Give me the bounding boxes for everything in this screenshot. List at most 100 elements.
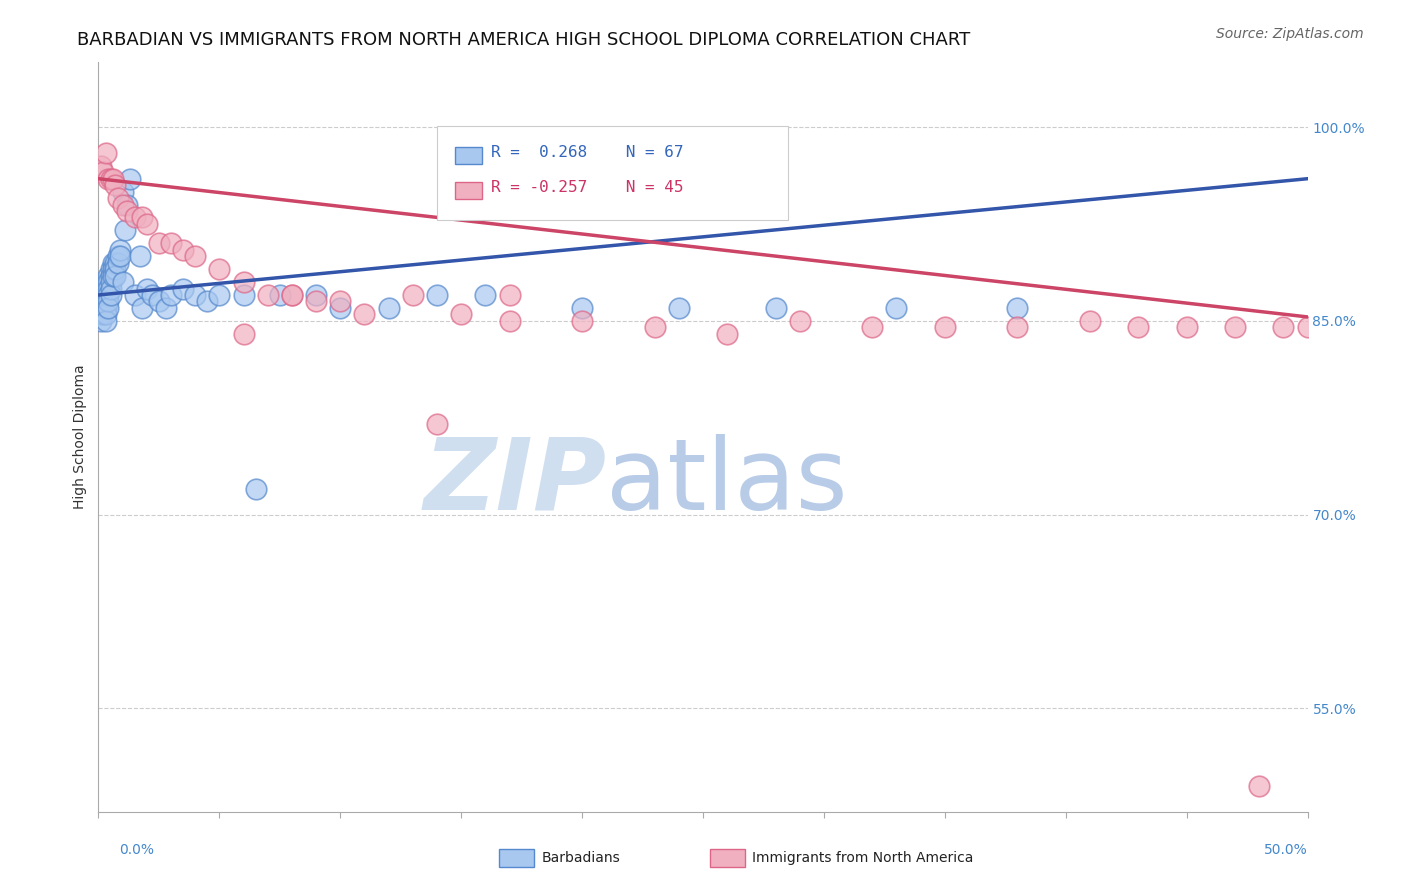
Point [281, 288, 304, 302]
Point [94, 294, 117, 309]
Point [886, 301, 908, 315]
Point [94, 314, 117, 328]
Point [91, 281, 114, 295]
Point [107, 249, 129, 263]
Point [184, 249, 207, 263]
Point [160, 288, 183, 302]
Point [305, 294, 328, 309]
Point [100, 281, 122, 295]
Bar [456, 146, 482, 163]
FancyBboxPatch shape [437, 126, 787, 219]
Point [97, 294, 120, 309]
Point [97, 281, 120, 295]
Point [101, 171, 124, 186]
Text: Source: ZipAtlas.com: Source: ZipAtlas.com [1216, 27, 1364, 41]
Point [100, 262, 122, 277]
Point [135, 217, 157, 231]
Point [426, 417, 449, 432]
Point [1272, 320, 1295, 334]
Point [498, 314, 520, 328]
Point [104, 268, 127, 283]
Point [111, 275, 134, 289]
Point [100, 171, 122, 186]
Point [118, 171, 141, 186]
Y-axis label: High School Diploma: High School Diploma [73, 365, 87, 509]
Text: ZIP: ZIP [423, 434, 606, 531]
Point [208, 288, 231, 302]
Point [789, 314, 811, 328]
Point [94, 145, 117, 160]
Point [131, 301, 153, 315]
Point [195, 294, 218, 309]
Point [97, 301, 120, 315]
Point [353, 307, 375, 321]
Point [860, 320, 883, 334]
Point [94, 281, 117, 295]
Point [571, 314, 593, 328]
Point [97, 171, 120, 186]
Text: R = -0.257    N = 45: R = -0.257 N = 45 [492, 180, 683, 195]
Point [90, 301, 112, 315]
Point [108, 249, 131, 263]
Point [135, 281, 157, 295]
Point [114, 223, 136, 237]
Point [232, 326, 254, 341]
Point [104, 262, 127, 277]
Point [100, 288, 122, 302]
Point [91, 288, 114, 302]
Point [97, 288, 120, 302]
Point [232, 275, 254, 289]
Point [1007, 301, 1029, 315]
Point [1078, 314, 1101, 328]
Point [100, 268, 122, 283]
Text: 50.0%: 50.0% [1264, 843, 1308, 857]
Point [111, 185, 134, 199]
Point [111, 197, 134, 211]
Point [94, 307, 117, 321]
Text: BARBADIAN VS IMMIGRANTS FROM NORTH AMERICA HIGH SCHOOL DIPLOMA CORRELATION CHART: BARBADIAN VS IMMIGRANTS FROM NORTH AMERI… [77, 31, 970, 49]
Point [765, 301, 787, 315]
Point [1249, 779, 1271, 793]
Point [1007, 320, 1029, 334]
Point [101, 255, 124, 269]
Point [97, 268, 120, 283]
Point [644, 320, 666, 334]
Point [1128, 320, 1150, 334]
Point [100, 275, 122, 289]
Point [104, 255, 127, 269]
Point [148, 294, 170, 309]
Point [377, 301, 399, 315]
Point [172, 281, 194, 295]
Point [160, 236, 183, 251]
Point [104, 178, 127, 193]
Point [141, 288, 163, 302]
Point [245, 482, 267, 496]
Text: atlas: atlas [606, 434, 848, 531]
Point [329, 294, 352, 309]
Point [90, 159, 112, 173]
Point [124, 288, 146, 302]
Point [402, 288, 425, 302]
Point [90, 314, 112, 328]
Point [91, 165, 114, 179]
Point [668, 301, 690, 315]
Point [128, 249, 150, 263]
Point [91, 294, 114, 309]
Point [117, 197, 139, 211]
Point [232, 288, 254, 302]
Point [91, 301, 114, 315]
Point [101, 262, 124, 277]
Bar [456, 182, 482, 199]
Point [94, 301, 117, 315]
Point [716, 326, 738, 341]
Point [131, 211, 153, 225]
Point [94, 275, 117, 289]
Point [256, 288, 278, 302]
Point [426, 288, 449, 302]
Point [498, 288, 520, 302]
Point [571, 301, 593, 315]
Point [934, 320, 956, 334]
Point [1296, 320, 1319, 334]
Point [90, 288, 112, 302]
Point [450, 307, 472, 321]
